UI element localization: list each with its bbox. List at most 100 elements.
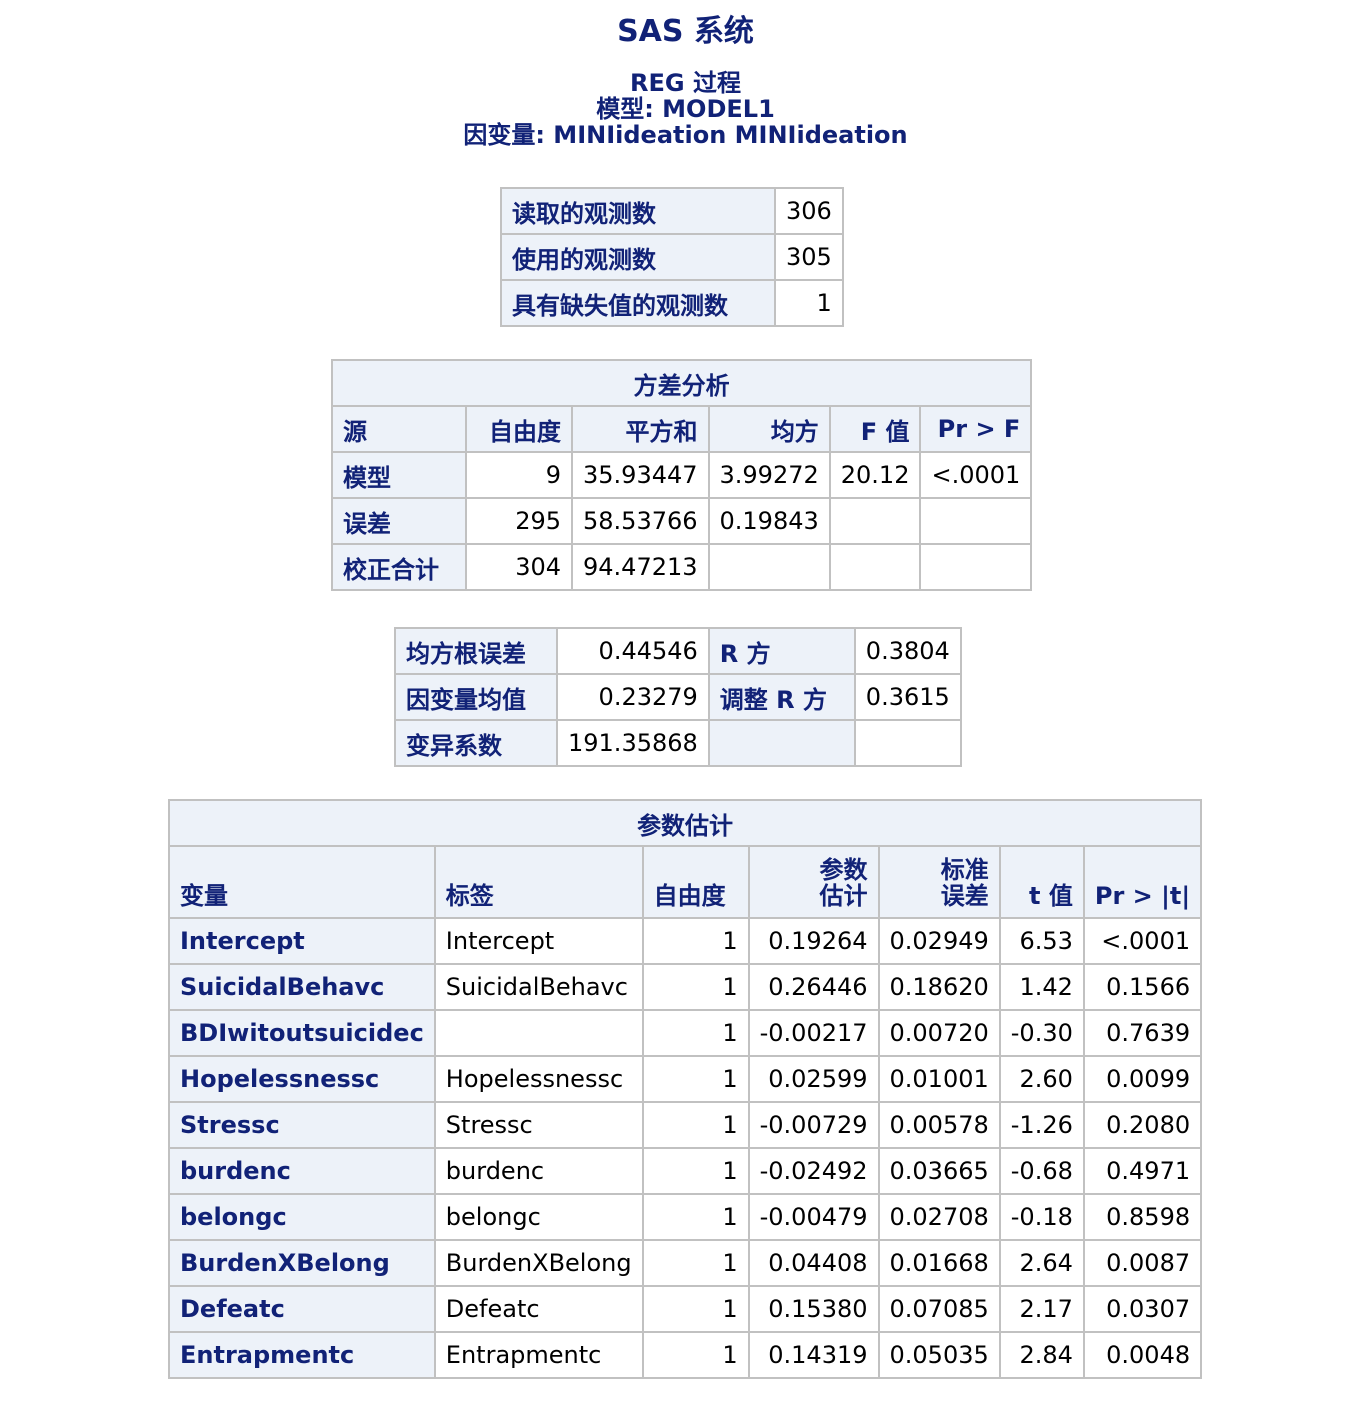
stderr-cell: 0.02708: [877, 1193, 1001, 1241]
cell: 0.19843: [707, 497, 831, 545]
stderr-cell: 0.00720: [877, 1009, 1001, 1057]
estimate-cell: 0.04408: [747, 1239, 880, 1287]
stderr-cell: 0.18620: [877, 963, 1001, 1011]
table-row: 均方根误差 0.44546 R 方 0.3804: [394, 627, 962, 675]
estimate-cell: 0.26446: [747, 963, 880, 1011]
cell: 3.99272: [707, 451, 831, 499]
df-cell: 1: [641, 1147, 750, 1195]
estimate-cell: -0.00729: [747, 1101, 880, 1149]
table-row: 模型 9 35.93447 3.99272 20.12 <.0001: [331, 451, 1033, 499]
estimate-cell: -0.02492: [747, 1147, 880, 1195]
variable-label: burdenc: [433, 1147, 644, 1195]
cell: [828, 497, 922, 545]
variable-label: Intercept: [433, 917, 644, 965]
p-value-cell: <.0001: [1082, 917, 1203, 965]
cell: 0.3804: [853, 627, 962, 675]
cell: 9: [465, 451, 573, 499]
df-cell: 1: [641, 917, 750, 965]
variable-label: Stressc: [433, 1101, 644, 1149]
cell: 0.3615: [853, 673, 962, 721]
estimate-cell: 0.15380: [747, 1285, 880, 1333]
cell: 191.35868: [556, 719, 710, 767]
df-cell: 1: [641, 1009, 750, 1057]
row-header: 模型: [331, 451, 467, 499]
table-row: SuicidalBehavc SuicidalBehavc 1 0.26446 0.18…: [168, 963, 1203, 1011]
table-row: 因变量均值 0.23279 调整 R 方 0.3615: [394, 673, 962, 721]
parameter-rows: Intercept Intercept 1 0.19264 0.02949 6.53 <.0…: [168, 917, 1203, 1379]
p-value-cell: 0.0307: [1082, 1285, 1203, 1333]
estimate-cell: 0.02599: [747, 1055, 880, 1103]
column-header-df: 自由度: [641, 845, 750, 919]
column-header: 平方和: [571, 405, 710, 453]
row-header: 校正合计: [331, 543, 467, 591]
t-value-cell: 6.53: [998, 917, 1085, 965]
stderr-header-line2: 误差: [940, 882, 989, 910]
variable-name: Intercept: [168, 917, 436, 965]
cell: [828, 543, 922, 591]
variable-name: BDIwitoutsuicidec: [168, 1009, 436, 1057]
variable-name: Stressc: [168, 1101, 436, 1149]
column-header-p: Pr > |t|: [1082, 845, 1203, 919]
table-header-row: 源 自由度 平方和 均方 F 值 Pr > F: [331, 405, 1033, 453]
variable-label: [433, 1009, 644, 1057]
estimate-cell: 0.14319: [747, 1331, 880, 1379]
cell: 20.12: [828, 451, 922, 499]
column-header: 自由度: [465, 405, 573, 453]
variable-name: SuicidalBehavc: [168, 963, 436, 1011]
cell: [919, 543, 1033, 591]
column-header: F 值: [828, 405, 922, 453]
cell: 58.53766: [571, 497, 710, 545]
fit-statistics-table: 均方根误差 0.44546 R 方 0.3804 因变量均值 0.23279 调…: [394, 627, 962, 767]
table-caption: 参数估计: [167, 799, 1203, 847]
variable-label: BurdenXBelong: [433, 1239, 644, 1287]
t-value-cell: 2.64: [998, 1239, 1085, 1287]
cell: <.0001: [919, 451, 1033, 499]
table-row: Stressc Stressc 1 -0.00729 0.00578 -1.26 0.208…: [168, 1101, 1203, 1149]
p-value-cell: 0.0087: [1082, 1239, 1203, 1287]
table-caption-row: 参数估计: [167, 799, 1203, 847]
cell: [853, 719, 962, 767]
t-value-cell: 2.84: [998, 1331, 1085, 1379]
row-header: 误差: [331, 497, 467, 545]
anova-table: 方差分析 源 自由度 平方和 均方 F 值 Pr > F 模型 9 35.934…: [330, 359, 1033, 591]
row-header: 变异系数: [394, 719, 558, 767]
estimate-cell: 0.19264: [747, 917, 880, 965]
column-header: Pr > F: [919, 405, 1033, 453]
variable-label: Defeatc: [433, 1285, 644, 1333]
variable-name: burdenc: [168, 1147, 436, 1195]
column-header-estimate: 参数 估计: [747, 845, 880, 919]
table-row: burdenc burdenc 1 -0.02492 0.03665 -0.68 0.497…: [168, 1147, 1203, 1195]
row-header: [707, 719, 856, 767]
row-header: 因变量均值: [394, 673, 558, 721]
model-title: 模型: MODEL1: [596, 95, 775, 123]
cell: 306: [774, 187, 844, 235]
table-caption-row: 方差分析: [330, 359, 1033, 407]
table-row: 使用的观测数 305: [500, 233, 844, 281]
t-value-cell: 2.60: [998, 1055, 1085, 1103]
table-row: BurdenXBelong BurdenXBelong 1 0.04408 0.0166…: [168, 1239, 1203, 1287]
variable-label: Entrapmentc: [433, 1331, 644, 1379]
column-header: 源: [331, 405, 467, 453]
cell: 1: [774, 279, 844, 327]
df-cell: 1: [641, 1101, 750, 1149]
row-header: 均方根误差: [394, 627, 558, 675]
cell: 295: [465, 497, 573, 545]
page-title: SAS 系统: [617, 14, 754, 49]
variable-name: Entrapmentc: [168, 1331, 436, 1379]
variable-label: SuicidalBehavc: [433, 963, 644, 1011]
table-row: 变异系数 191.35868: [394, 719, 962, 767]
row-header: 具有缺失值的观测数: [500, 279, 776, 327]
parameter-estimates-table: 参数估计 变量 标签 自由度 参数 估计 标准 误差 t 值 Pr > |t| …: [167, 799, 1203, 1379]
column-header-label: 标签: [433, 845, 644, 919]
p-value-cell: 0.0099: [1082, 1055, 1203, 1103]
table-header-row: 变量 标签 自由度 参数 估计 标准 误差 t 值 Pr > |t|: [168, 845, 1203, 919]
table-row: Hopelessnessc Hopelessnessc 1 0.02599 0.0100…: [168, 1055, 1203, 1103]
procedure-title: REG 过程: [630, 69, 741, 97]
df-cell: 1: [641, 1331, 750, 1379]
observations-table: 读取的观测数 306 使用的观测数 305 具有缺失值的观测数 1: [500, 187, 844, 327]
cell: 94.47213: [571, 543, 710, 591]
variable-name: Defeatc: [168, 1285, 436, 1333]
t-value-cell: -0.30: [998, 1009, 1085, 1057]
df-cell: 1: [641, 1285, 750, 1333]
table-row: Entrapmentc Entrapmentc 1 0.14319 0.05035 2.8…: [168, 1331, 1203, 1379]
